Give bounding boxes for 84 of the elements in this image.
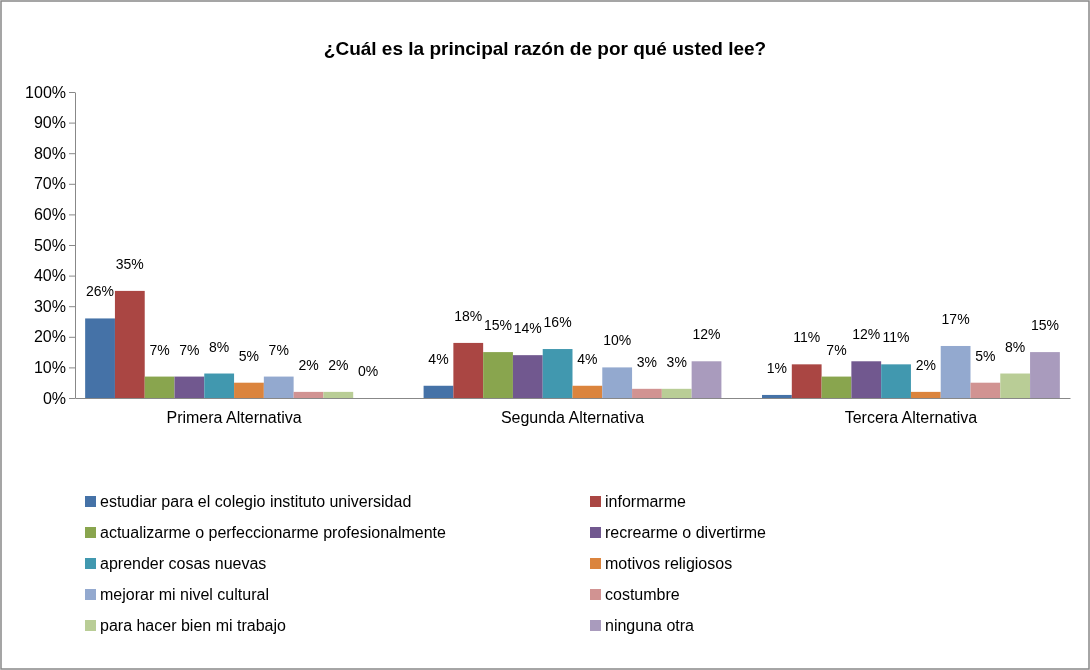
bar (821, 376, 852, 398)
bar (572, 385, 603, 398)
bar (453, 342, 484, 398)
chart-title: ¿Cuál es la principal razón de por qué usted lee? (323, 38, 767, 59)
bar (85, 318, 115, 398)
legend-label: recrearme o divertirme (605, 524, 767, 541)
bar (423, 385, 454, 398)
y-tick-label: 70% (33, 175, 66, 193)
bar (323, 391, 354, 398)
legend-label: motivos religiosos (605, 555, 733, 572)
bar (512, 355, 543, 398)
text: 14% (513, 320, 542, 337)
bar (114, 290, 145, 398)
bar (293, 391, 324, 398)
text: 2% (915, 356, 936, 373)
y-tick-label: 0% (42, 389, 66, 407)
text: 8% (1005, 338, 1026, 355)
text: 18% (454, 307, 483, 324)
x-tick-label: Primera Alternativa (166, 409, 302, 427)
bar (144, 376, 175, 398)
text: 7% (826, 341, 847, 358)
bar (1030, 352, 1060, 398)
bar (970, 382, 1001, 398)
bar (204, 373, 235, 398)
legend-label: mejorar mi nivel cultural (100, 586, 269, 603)
text: 12% (852, 326, 881, 343)
y-tick-label: 30% (33, 297, 66, 315)
text: 11% (882, 329, 910, 346)
x-tick-label: Tercera Alternativa (844, 409, 978, 427)
bar (691, 361, 722, 398)
bar (910, 391, 941, 398)
bar (632, 388, 662, 398)
bar (483, 352, 513, 398)
text: 5% (975, 347, 996, 364)
y-tick-label: 10% (33, 359, 66, 377)
legend-label: aprender cosas nuevas (100, 555, 267, 572)
legend-label: informarme (605, 493, 687, 510)
text: 3% (636, 353, 658, 370)
x-tick-label: Segunda Alternativa (500, 409, 645, 427)
y-tick-label: 80% (33, 144, 66, 162)
legend-label: para hacer bien mi trabajo (100, 617, 286, 634)
bar (762, 394, 792, 398)
legend-label: actualizarme o perfeccionarme profesionalmente (100, 524, 447, 541)
text: 15% (1030, 317, 1059, 334)
bar (174, 376, 205, 398)
text: 2% (328, 356, 349, 373)
text: 7% (268, 341, 289, 358)
bar (234, 382, 264, 398)
bar (263, 376, 294, 398)
text: 10% (603, 332, 632, 349)
text: 26% (86, 283, 115, 300)
text: 4% (428, 350, 449, 367)
bar (851, 361, 882, 398)
bar (542, 349, 573, 398)
bar (940, 345, 971, 398)
text: 8% (209, 338, 230, 355)
text: 7% (149, 341, 170, 358)
bar (791, 364, 822, 398)
text: 3% (666, 353, 687, 370)
text: 7% (179, 341, 200, 358)
bar (661, 388, 692, 398)
bar (881, 364, 911, 398)
text: 11% (793, 329, 821, 346)
bar (1000, 373, 1031, 398)
text: 1% (766, 359, 788, 376)
text: 16% (543, 314, 572, 331)
text: 5% (238, 347, 260, 364)
text: 4% (577, 350, 598, 367)
text: 0% (357, 363, 379, 379)
text: 35% (115, 255, 144, 272)
y-tick-label: 50% (33, 236, 66, 254)
text: 17% (941, 310, 970, 327)
y-tick-label: 60% (33, 206, 66, 224)
legend-label: ninguna otra (605, 617, 695, 634)
bar (602, 367, 633, 398)
text: 2% (298, 356, 319, 373)
legend-label: estudiar para el colegio instituto universidad (100, 493, 412, 510)
y-tick-label: 90% (33, 114, 66, 132)
y-tick-label: 40% (33, 267, 66, 285)
text: 12% (692, 326, 721, 343)
text: 15% (484, 317, 513, 334)
y-tick-label: 20% (33, 328, 66, 346)
y-tick-label: 100% (25, 83, 66, 101)
legend-label: costumbre (605, 586, 680, 603)
